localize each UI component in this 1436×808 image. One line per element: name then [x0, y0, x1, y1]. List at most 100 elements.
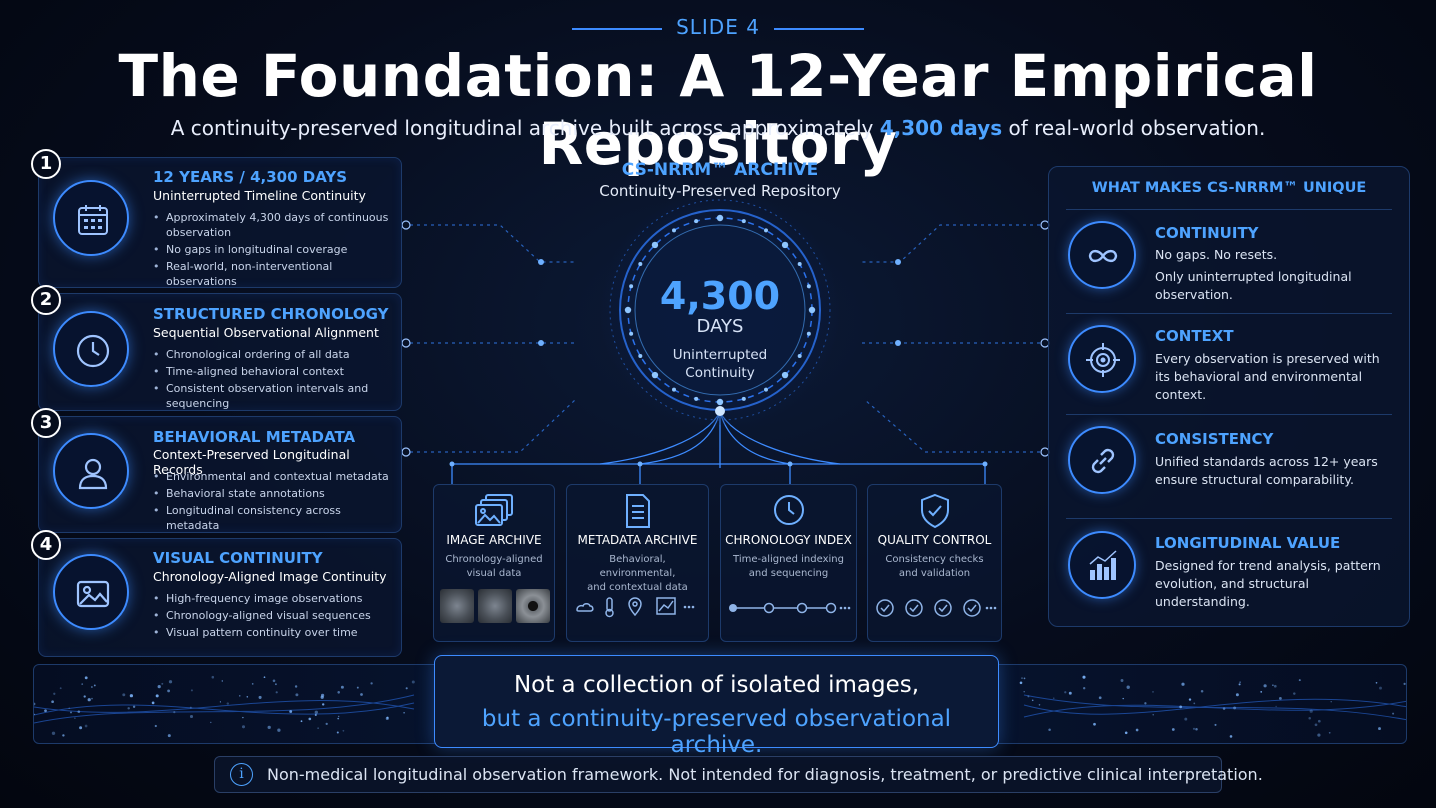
ring-dot — [694, 396, 699, 401]
particle — [258, 695, 262, 699]
image-icon — [53, 554, 129, 630]
particle — [1308, 716, 1311, 720]
ring-dot — [764, 387, 768, 392]
particle — [1135, 728, 1139, 732]
archive-card-title: METADATA ARCHIVE — [577, 533, 698, 547]
particle — [1317, 719, 1321, 723]
particle — [1192, 727, 1196, 730]
particle — [154, 724, 157, 728]
step-number-badge: 1 — [31, 149, 61, 179]
particle — [1064, 691, 1067, 694]
particle — [91, 686, 93, 688]
particle — [321, 703, 325, 706]
particle — [1171, 728, 1175, 731]
particle — [1023, 690, 1025, 693]
bullet-item: Time-aligned behavioral context — [153, 364, 393, 379]
days-description-line: Uninterrupted — [672, 347, 768, 363]
unique-item-text: No gaps. No resets. Only uninterrupted l… — [1155, 246, 1385, 304]
bullet-item: Chronology-aligned visual sequences — [153, 608, 393, 623]
particle — [79, 726, 83, 730]
particle — [1200, 689, 1204, 693]
particle — [1098, 696, 1102, 700]
particle — [1152, 691, 1154, 693]
archive-card-desc: Chronology-aligned visual data — [438, 553, 550, 581]
card-heading: VISUAL CONTINUITY — [153, 549, 323, 567]
particle — [1093, 722, 1096, 726]
particle — [70, 711, 72, 714]
particle — [1179, 705, 1183, 709]
step-number-badge: 4 — [31, 530, 61, 560]
particle — [34, 713, 36, 716]
image-archive-card: IMAGE ARCHIVE Chronology-aligned visual … — [433, 484, 555, 642]
days-description: Uninterrupted Continuity — [640, 346, 800, 382]
particle — [83, 695, 86, 698]
card-subheading: Sequential Observational Alignment — [153, 325, 379, 340]
divider — [1066, 313, 1392, 314]
ring-dot — [672, 387, 676, 392]
bullet-item: Longitudinal consistency across metadata — [153, 503, 393, 533]
metadata-icons-row — [576, 597, 695, 618]
subtitle-text: A continuity-preserved longitudinal arch… — [170, 116, 880, 140]
card-bullets: High-frequency image observations Chrono… — [153, 591, 393, 642]
particle — [1126, 685, 1130, 689]
card-subheading: Uninterrupted Timeline Continuity — [153, 188, 366, 203]
particle — [167, 689, 171, 693]
particle — [1214, 723, 1217, 726]
unique-item-heading: CONTEXT — [1155, 327, 1234, 345]
particle — [356, 686, 359, 689]
ring-dot — [629, 331, 634, 336]
particle — [221, 680, 224, 682]
archive-card-desc-line: Consistency checks — [885, 554, 984, 565]
particle — [1195, 728, 1198, 731]
check-circles-icon — [876, 599, 997, 617]
particle — [1031, 699, 1034, 702]
particle — [59, 687, 62, 690]
particle — [1379, 686, 1382, 690]
particle — [314, 713, 317, 717]
particle — [1068, 691, 1072, 695]
particle — [1222, 707, 1226, 710]
particle — [81, 683, 83, 685]
feature-card-3: 3 BEHAVIORAL METADATA Context-Preserved … — [31, 408, 402, 535]
particle — [300, 720, 303, 723]
unique-item-text: Every observation is preserved with its … — [1155, 351, 1380, 402]
ring-dot — [716, 398, 724, 406]
quote-box — [434, 655, 999, 748]
particle — [157, 684, 161, 689]
particle — [1238, 683, 1241, 686]
particle — [360, 693, 363, 696]
slide-label: SLIDE 4 — [0, 15, 1436, 39]
card-bullets: Approximately 4,300 days of continuous o… — [153, 210, 393, 291]
particle — [189, 714, 194, 719]
more-icon — [683, 605, 695, 609]
document-icon — [623, 493, 653, 533]
particle — [314, 710, 318, 714]
card-heading: BEHAVIORAL METADATA — [153, 428, 356, 446]
weather-icon — [576, 603, 594, 612]
bullet-item: Chronological ordering of all data — [153, 347, 393, 362]
particle — [338, 715, 340, 718]
archive-ring — [600, 195, 840, 425]
particle — [1184, 717, 1188, 721]
archive-card-title: IMAGE ARCHIVE — [446, 533, 542, 547]
particle — [51, 731, 56, 735]
ring-dot — [781, 241, 789, 249]
particle — [1188, 698, 1192, 701]
particle — [173, 711, 176, 714]
particle — [168, 680, 173, 684]
particle — [1152, 714, 1154, 716]
disclaimer-text: Non-medical longitudinal observation fra… — [267, 765, 1263, 784]
particle — [93, 684, 96, 687]
card-bullets: Environmental and contextual metadata Be… — [153, 469, 393, 535]
particle — [239, 695, 241, 697]
location-pin-icon — [628, 597, 642, 617]
particle — [132, 705, 136, 708]
particle — [267, 725, 271, 730]
unique-item-text: Designed for trend analysis, pattern evo… — [1155, 558, 1381, 609]
particle — [337, 717, 340, 720]
archive-card-title: QUALITY CONTROL — [877, 533, 992, 547]
particle — [405, 687, 408, 690]
particle — [151, 701, 155, 705]
particle — [1122, 697, 1124, 700]
particle — [1403, 682, 1406, 686]
